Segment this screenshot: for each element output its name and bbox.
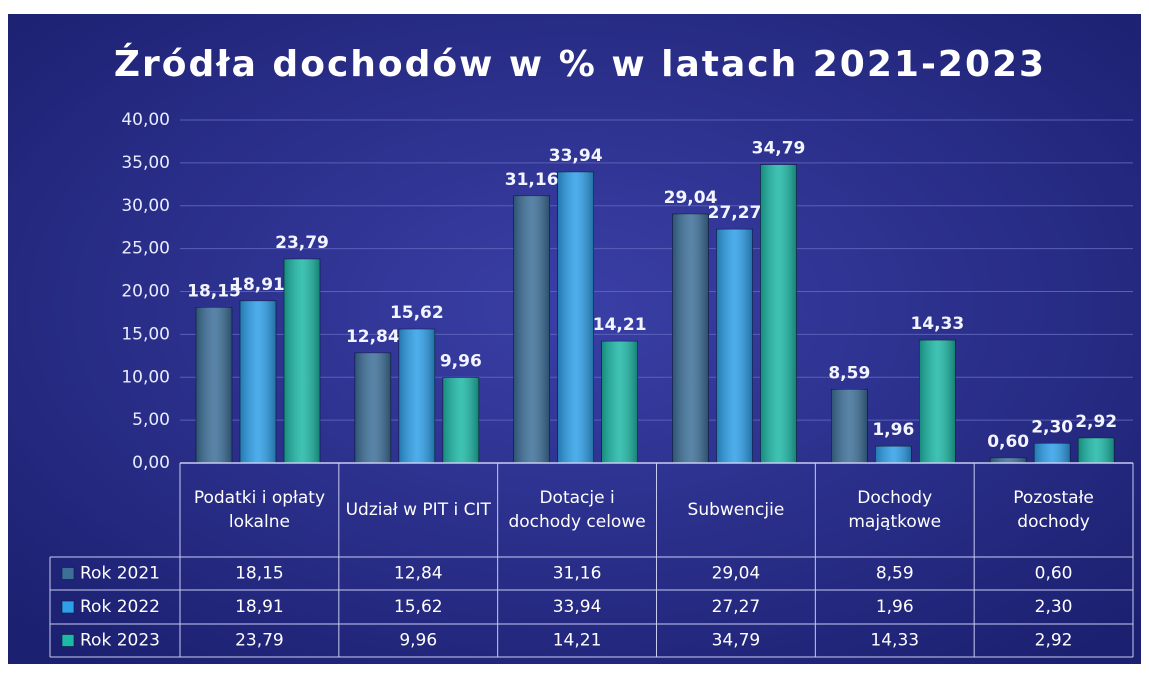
legend-swatch: [61, 600, 75, 614]
category-cell: Pozostałe dochody: [1013, 488, 1094, 532]
bar: [513, 195, 550, 464]
y-tick-label: 25,00: [121, 239, 170, 259]
value-label: 14,33: [910, 314, 964, 334]
table-cell: 2,92: [1035, 631, 1073, 651]
legend-label: Rok 2023: [80, 631, 160, 651]
table-cell: 34,79: [712, 631, 761, 651]
bar: [442, 377, 480, 464]
table-cell: 9,96: [399, 631, 437, 651]
bar: [1033, 442, 1071, 464]
value-label: 18,91: [231, 275, 285, 295]
legend-label: Rok 2021: [80, 564, 160, 584]
category-cell: Subwencjie: [687, 500, 785, 520]
category-cell: Podatki i opłaty lokalne: [193, 488, 325, 532]
y-tick-label: 10,00: [121, 367, 170, 387]
y-tick-label: 15,00: [121, 324, 170, 344]
y-tick-label: 35,00: [121, 153, 170, 173]
table-cell: 8,59: [876, 564, 914, 584]
category-label: Udział w PIT i CIT: [345, 500, 491, 520]
value-label: 0,60: [987, 432, 1029, 452]
value-label: 27,27: [708, 203, 762, 223]
value-label: 33,94: [549, 146, 603, 166]
table-cell: 14,33: [870, 631, 919, 651]
table-cell: 31,16: [553, 564, 602, 584]
bar: [195, 307, 233, 464]
y-tick-label: 0,00: [132, 453, 170, 473]
bar: [398, 328, 436, 464]
legend-swatch: [61, 567, 75, 580]
y-tick-label: 30,00: [121, 196, 170, 216]
bar: [875, 445, 912, 464]
bar: [760, 164, 797, 464]
bar: [1077, 437, 1115, 464]
value-label: 15,62: [390, 303, 444, 323]
y-tick-label: 5,00: [132, 410, 170, 430]
table-cell: 1,96: [876, 597, 914, 617]
value-label: 8,59: [828, 363, 870, 383]
bar: [557, 171, 594, 464]
legend-swatch: [61, 634, 75, 647]
table-cell: 33,94: [553, 597, 602, 617]
table-cell: 18,15: [235, 564, 284, 584]
category-cell: Dochody majątkowe: [848, 488, 942, 532]
value-label: 18,15: [187, 281, 241, 301]
value-label: 2,92: [1075, 412, 1117, 432]
value-label: 9,96: [440, 352, 482, 372]
table-cell: 0,60: [1035, 564, 1073, 584]
y-tick-label: 20,00: [121, 282, 170, 302]
table-cell: 14,21: [553, 631, 602, 651]
value-label: 14,21: [593, 315, 647, 335]
bar: [601, 340, 638, 464]
value-label: 29,04: [664, 188, 718, 208]
category-label: Dotacje i dochody celowe: [508, 488, 646, 532]
value-label: 23,79: [275, 233, 329, 253]
table-cell: 23,79: [235, 631, 284, 651]
table-cell: 2,30: [1035, 597, 1073, 617]
bar: [831, 389, 868, 464]
bar: [716, 228, 753, 464]
value-label: 12,84: [346, 327, 400, 347]
category-cell: Dotacje i dochody celowe: [508, 488, 646, 532]
category-label: Pozostałe dochody: [1013, 488, 1094, 532]
table-cell: 18,91: [235, 597, 284, 617]
table-cell: 27,27: [712, 597, 761, 617]
category-label: Dochody majątkowe: [848, 488, 942, 532]
chart-title: Źródła dochodów w % w latach 2021-2023: [114, 43, 1046, 85]
value-label: 2,30: [1031, 417, 1073, 437]
table-cell: 15,62: [394, 597, 443, 617]
value-label: 34,79: [752, 139, 806, 159]
bar: [283, 258, 321, 464]
table-cell: 29,04: [712, 564, 761, 584]
value-label: 1,96: [872, 420, 914, 440]
category-label: Subwencjie: [687, 500, 785, 520]
value-label: 31,16: [505, 170, 559, 190]
bar: [672, 213, 709, 464]
y-tick-label: 40,00: [121, 110, 170, 130]
bar: [354, 352, 392, 464]
bar: [239, 300, 277, 464]
bar: [919, 339, 956, 464]
category-cell: Udział w PIT i CIT: [345, 500, 491, 520]
category-label: Podatki i opłaty lokalne: [193, 488, 325, 532]
legend-label: Rok 2022: [80, 597, 160, 617]
table-cell: 12,84: [394, 564, 443, 584]
